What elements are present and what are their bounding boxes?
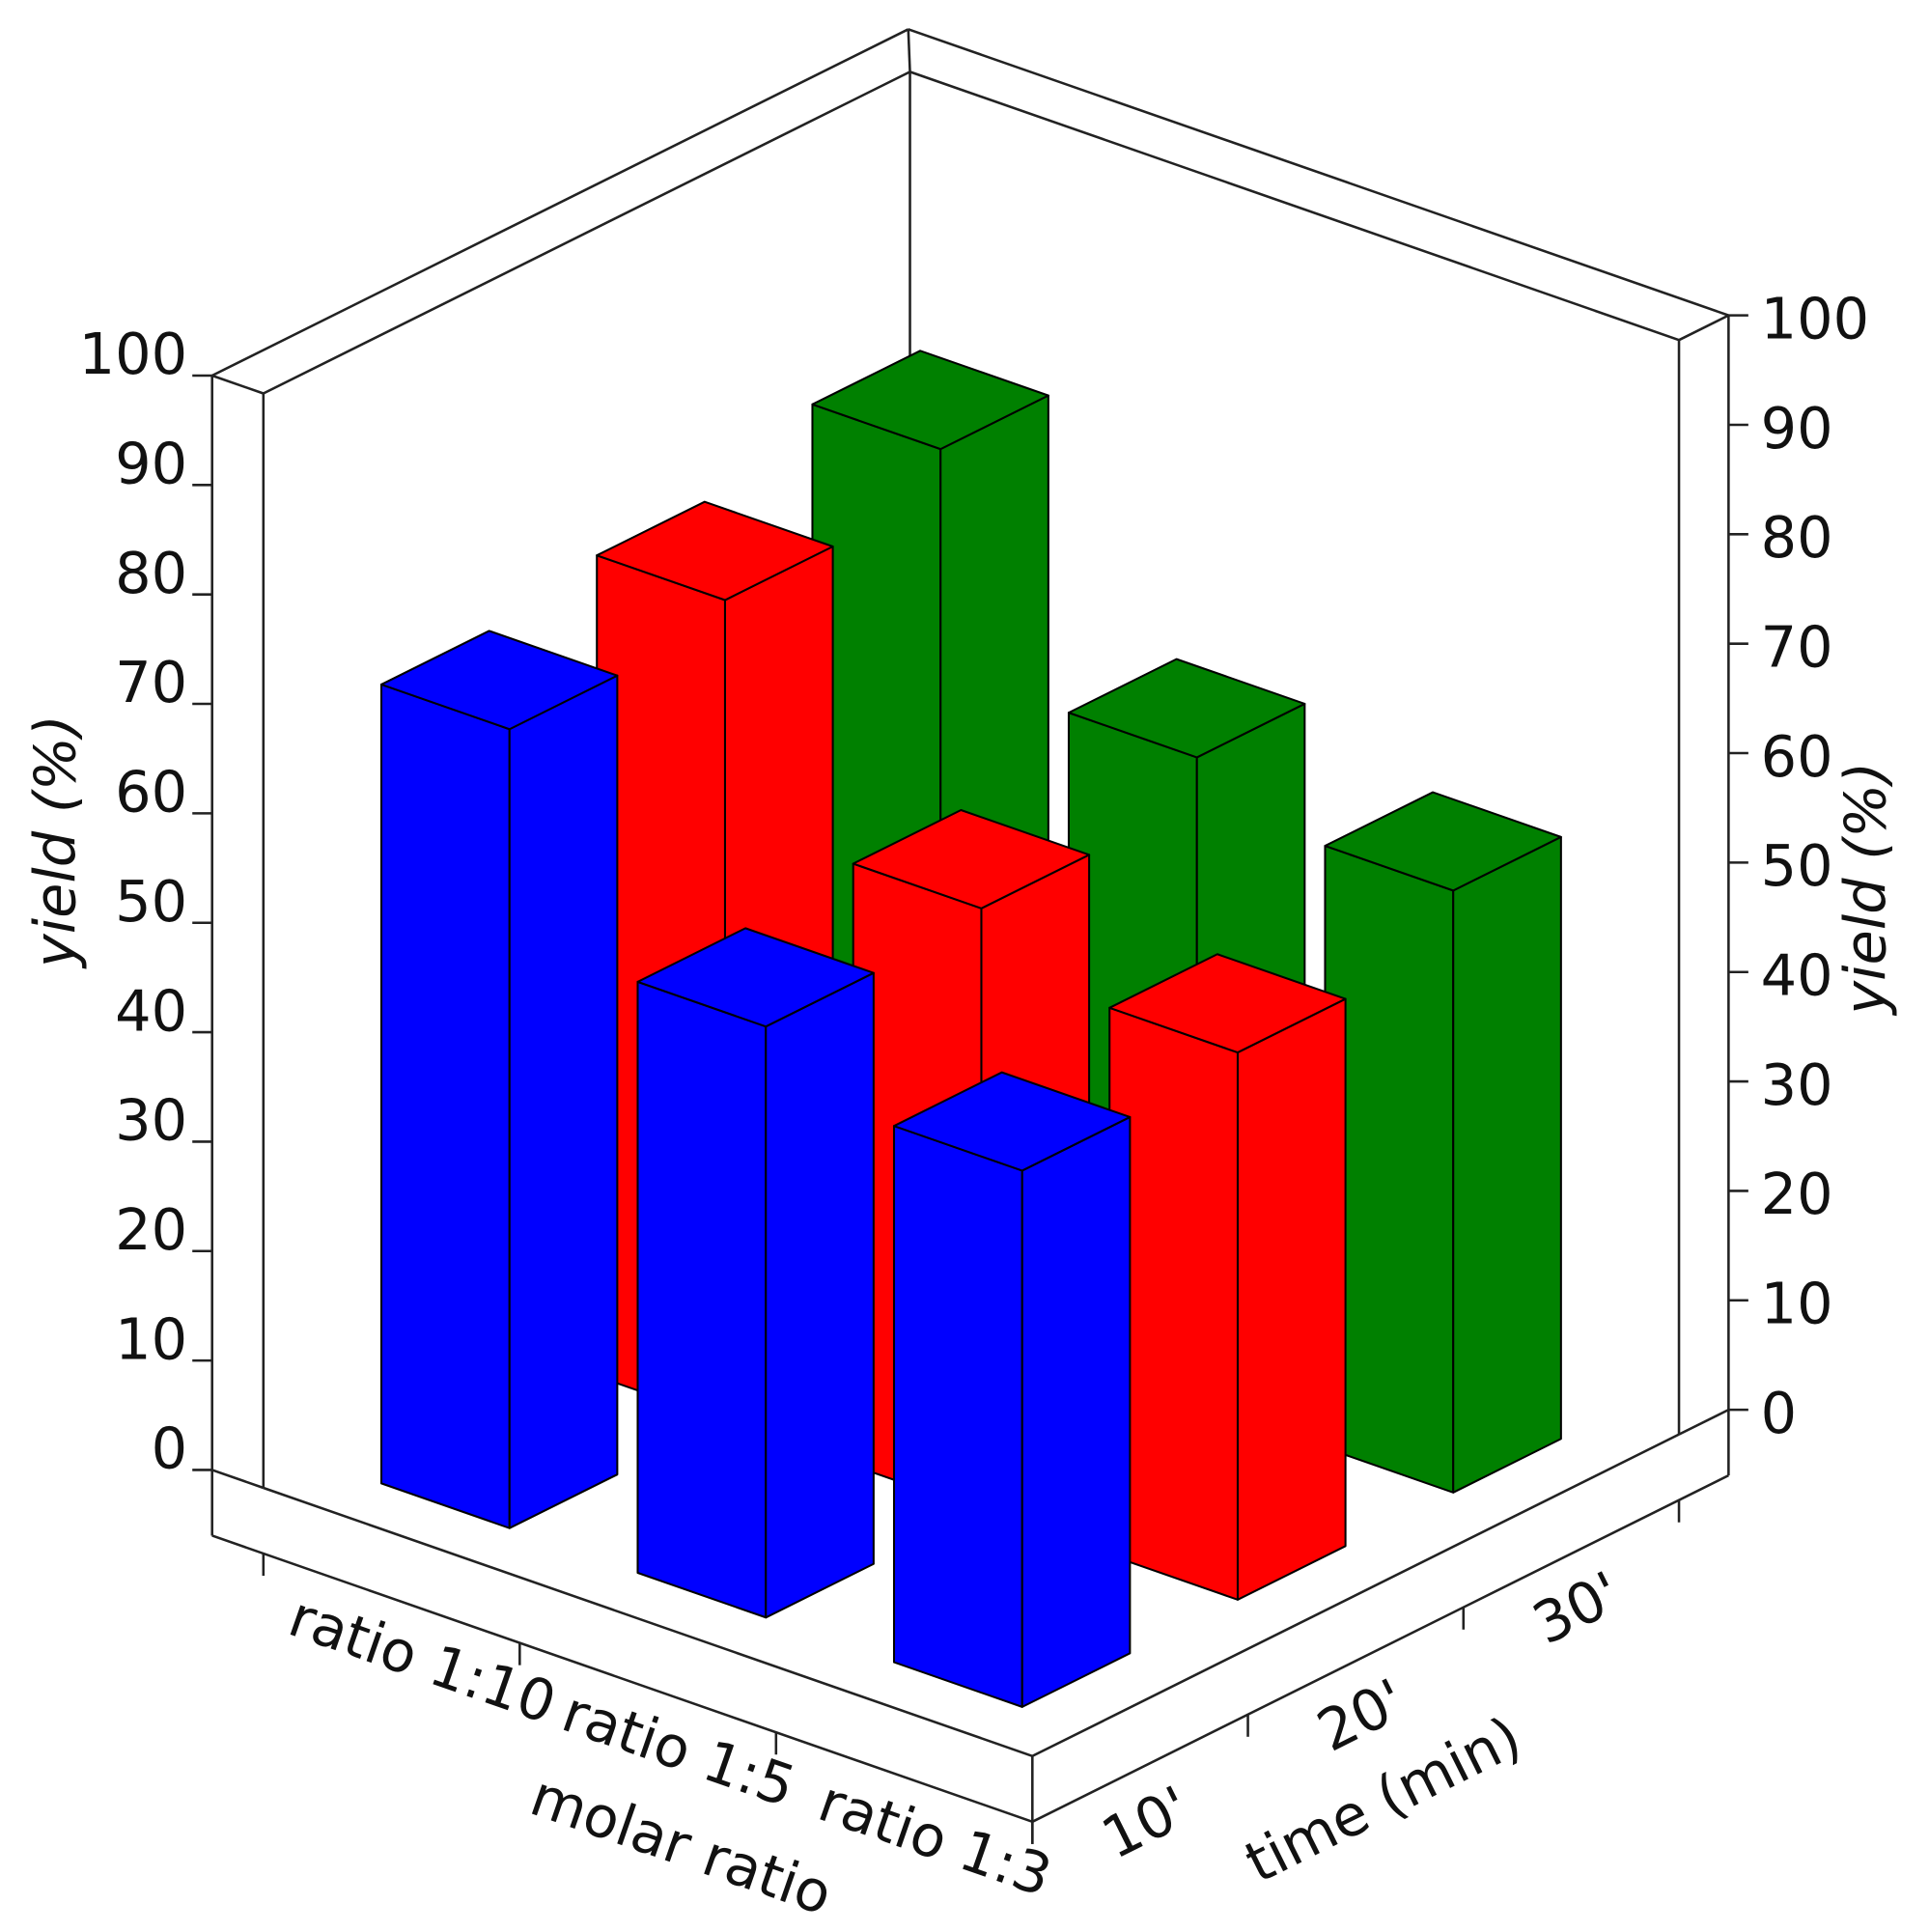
- frame-line: [908, 28, 1729, 317]
- depth-tick-label: 20': [1307, 1666, 1415, 1764]
- bar-top: [1108, 953, 1347, 1054]
- frame-line: [1678, 1408, 1729, 1436]
- y-tick-label: 40: [115, 977, 187, 1044]
- bar-side: [1020, 1115, 1132, 1708]
- bar-top: [811, 350, 1049, 451]
- y2-tick-label: 30: [1761, 1051, 1833, 1118]
- y2-tick-label: 80: [1761, 504, 1833, 571]
- y2-tick-label: 100: [1761, 285, 1869, 351]
- bar-side: [1236, 997, 1347, 1601]
- y-tick-label: 50: [115, 868, 187, 935]
- bar-top: [852, 808, 1091, 910]
- bar-side: [765, 971, 875, 1619]
- bar-top: [596, 500, 834, 602]
- frame-line: [211, 1534, 1033, 1824]
- bar-front: [636, 980, 768, 1619]
- bar-front: [379, 683, 511, 1529]
- bar-front: [892, 1125, 1023, 1708]
- y-tick-label: 10: [115, 1305, 187, 1372]
- frame-line: [1031, 1473, 1729, 1823]
- y-tick-label: 90: [115, 431, 187, 497]
- y-tick-label: 70: [115, 649, 187, 715]
- frame-line: [211, 1469, 265, 1490]
- y2-axis-title: yield (%): [1832, 762, 1899, 1017]
- frame-line: [907, 29, 911, 72]
- depth-tick-label: 30': [1523, 1558, 1631, 1657]
- y-tick-label: 20: [115, 1196, 187, 1263]
- frame-line: [263, 70, 911, 395]
- y-tick-label: 0: [152, 1415, 187, 1482]
- frame-line: [211, 28, 909, 378]
- frame-line: [909, 70, 1680, 342]
- frame-line: [263, 1486, 1033, 1757]
- bar-top: [1324, 791, 1562, 892]
- y2-tick-label: 60: [1761, 723, 1833, 790]
- bar-top: [379, 630, 619, 731]
- y2-tick-label: 50: [1761, 832, 1833, 899]
- y-tick-label: 60: [115, 759, 187, 826]
- y-tick-label: 100: [79, 321, 187, 387]
- frame-line: [1031, 1433, 1680, 1757]
- depth-tick-label: 10': [1091, 1773, 1199, 1871]
- y-tick-label: 30: [115, 1087, 187, 1154]
- x-tick-label: ratio 1:10: [281, 1582, 565, 1737]
- y2-tick-label: 10: [1761, 1271, 1833, 1337]
- bar-top: [1067, 658, 1306, 759]
- y2-tick-label: 70: [1761, 613, 1833, 680]
- y2-tick-label: 40: [1761, 942, 1833, 1009]
- y-tick-label: 80: [115, 540, 187, 606]
- y2-tick-label: 0: [1761, 1380, 1797, 1446]
- bar-side: [508, 674, 619, 1529]
- bar-side: [1452, 835, 1562, 1494]
- frame-line: [211, 374, 265, 395]
- y2-tick-label: 20: [1761, 1161, 1833, 1227]
- y-axis-title: yield (%): [22, 714, 89, 969]
- bar-top: [636, 927, 875, 1028]
- bar-top: [892, 1071, 1132, 1172]
- y2-tick-label: 90: [1761, 395, 1833, 462]
- frame-line: [1678, 314, 1729, 342]
